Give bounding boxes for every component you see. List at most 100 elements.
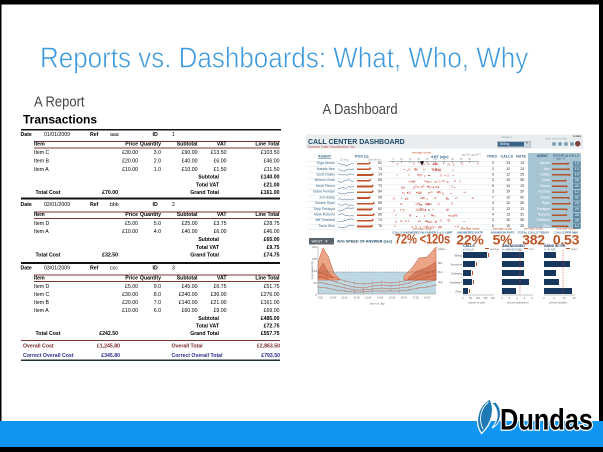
svg-text:40: 40 bbox=[451, 157, 455, 161]
svg-text:23: 23 bbox=[447, 176, 450, 178]
svg-text:30: 30 bbox=[434, 157, 438, 161]
svg-text:64: 64 bbox=[464, 193, 467, 195]
svg-text:77: 77 bbox=[396, 176, 399, 178]
svg-text:average: average bbox=[490, 248, 500, 251]
svg-text:39: 39 bbox=[439, 227, 442, 229]
svg-text:15: 15 bbox=[422, 186, 425, 188]
svg-text:81: 81 bbox=[401, 188, 404, 190]
svg-text:10:00: 10:00 bbox=[330, 297, 337, 300]
svg-text:86: 86 bbox=[439, 170, 442, 172]
svg-text:38: 38 bbox=[427, 182, 430, 184]
svg-text:89: 89 bbox=[400, 204, 403, 206]
svg-text:41: 41 bbox=[419, 221, 422, 223]
svg-text:59: 59 bbox=[436, 170, 439, 172]
svg-text:41: 41 bbox=[446, 199, 449, 201]
svg-text:73: 73 bbox=[447, 221, 450, 223]
svg-text:15: 15 bbox=[477, 164, 480, 166]
svg-text:% ABANDONED: % ABANDONED bbox=[502, 248, 522, 252]
svg-text:79: 79 bbox=[420, 175, 423, 177]
svg-text:45: 45 bbox=[459, 157, 463, 161]
svg-text:67: 67 bbox=[418, 211, 421, 213]
svg-text:85: 85 bbox=[435, 182, 438, 184]
svg-text:70: 70 bbox=[448, 221, 451, 223]
svg-text:47: 47 bbox=[430, 227, 433, 229]
svg-text:avg: avg bbox=[438, 281, 443, 284]
svg-text:45: 45 bbox=[428, 204, 431, 206]
svg-text:56: 56 bbox=[417, 175, 420, 177]
svg-text:49: 49 bbox=[427, 204, 430, 206]
svg-text:54: 54 bbox=[423, 165, 426, 167]
svg-text:6: 6 bbox=[524, 297, 526, 300]
svg-text:B.A.: B.A. bbox=[438, 270, 443, 274]
svg-text:77: 77 bbox=[394, 226, 397, 228]
svg-text:15: 15 bbox=[573, 297, 576, 300]
svg-text:100: 100 bbox=[476, 297, 481, 300]
svg-text:78: 78 bbox=[442, 194, 445, 196]
svg-text:14:00: 14:00 bbox=[377, 297, 384, 300]
svg-text:63: 63 bbox=[423, 170, 426, 172]
svg-text:66: 66 bbox=[437, 192, 440, 194]
svg-text:74: 74 bbox=[419, 164, 422, 166]
svg-text:2: 2 bbox=[509, 297, 511, 300]
svg-text:85: 85 bbox=[435, 170, 438, 172]
svg-text:97: 97 bbox=[415, 187, 418, 189]
svg-text:31: 31 bbox=[435, 222, 438, 224]
svg-text:67: 67 bbox=[397, 164, 400, 166]
svg-text:54: 54 bbox=[413, 182, 416, 184]
svg-text:74: 74 bbox=[437, 188, 440, 190]
svg-text:88: 88 bbox=[432, 169, 435, 171]
svg-text:33: 33 bbox=[393, 199, 396, 201]
svg-text:93: 93 bbox=[438, 182, 441, 184]
svg-text:5: 5 bbox=[553, 297, 555, 300]
svg-text:150: 150 bbox=[483, 297, 488, 300]
svg-text:36: 36 bbox=[408, 170, 411, 172]
svg-text:20: 20 bbox=[417, 157, 421, 161]
svg-text:97: 97 bbox=[436, 164, 439, 166]
svg-text:80: 80 bbox=[436, 169, 439, 171]
svg-text:Other: Other bbox=[455, 290, 462, 294]
svg-text:Hardware: Hardware bbox=[450, 281, 462, 285]
svg-text:97: 97 bbox=[447, 210, 450, 212]
svg-text:29: 29 bbox=[457, 227, 460, 229]
svg-text:Software: Software bbox=[451, 272, 462, 276]
svg-text:180: 180 bbox=[312, 257, 317, 261]
svg-text:53: 53 bbox=[413, 164, 416, 166]
svg-text:13: 13 bbox=[424, 181, 427, 183]
svg-text:13:00: 13:00 bbox=[365, 297, 372, 300]
svg-text:92: 92 bbox=[430, 222, 433, 224]
svg-text:91: 91 bbox=[415, 227, 418, 229]
svg-text:59: 59 bbox=[410, 182, 413, 184]
svg-text:number of calls: number of calls bbox=[468, 302, 486, 305]
svg-text:Dundas: Dundas bbox=[500, 404, 593, 437]
svg-text:26: 26 bbox=[428, 187, 431, 189]
svg-text:ABANDONED: ABANDONED bbox=[502, 244, 525, 248]
svg-text:36: 36 bbox=[406, 199, 409, 201]
svg-text:88: 88 bbox=[442, 181, 445, 183]
svg-text:97: 97 bbox=[416, 205, 419, 207]
svg-text:26: 26 bbox=[432, 228, 435, 230]
svg-text:67: 67 bbox=[423, 198, 426, 200]
svg-text:# CALLS: # CALLS bbox=[463, 248, 474, 252]
svg-text:60: 60 bbox=[435, 187, 438, 189]
svg-text:18:00: 18:00 bbox=[424, 297, 431, 300]
svg-text:35: 35 bbox=[442, 157, 446, 161]
svg-text:18: 18 bbox=[420, 193, 423, 195]
svg-text:37: 37 bbox=[403, 211, 406, 213]
svg-text:90s: 90s bbox=[438, 261, 443, 265]
svg-text:74: 74 bbox=[405, 199, 408, 201]
svg-text:percent abandoned: percent abandoned bbox=[507, 302, 529, 305]
svg-text:20: 20 bbox=[446, 210, 449, 212]
svg-text:81: 81 bbox=[413, 188, 416, 190]
svg-text:Accounts: Accounts bbox=[451, 263, 463, 267]
svg-text:50: 50 bbox=[469, 297, 472, 300]
svg-text:16:00: 16:00 bbox=[401, 297, 408, 300]
svg-text:17:00: 17:00 bbox=[413, 297, 420, 300]
svg-text:41: 41 bbox=[453, 165, 456, 167]
svg-text:38: 38 bbox=[435, 164, 438, 166]
svg-text:21: 21 bbox=[439, 193, 442, 195]
svg-text:49: 49 bbox=[472, 198, 475, 200]
svg-text:43: 43 bbox=[440, 221, 443, 223]
svg-text:90: 90 bbox=[432, 216, 435, 218]
svg-text:72: 72 bbox=[418, 176, 421, 178]
svg-text:0: 0 bbox=[462, 297, 464, 300]
